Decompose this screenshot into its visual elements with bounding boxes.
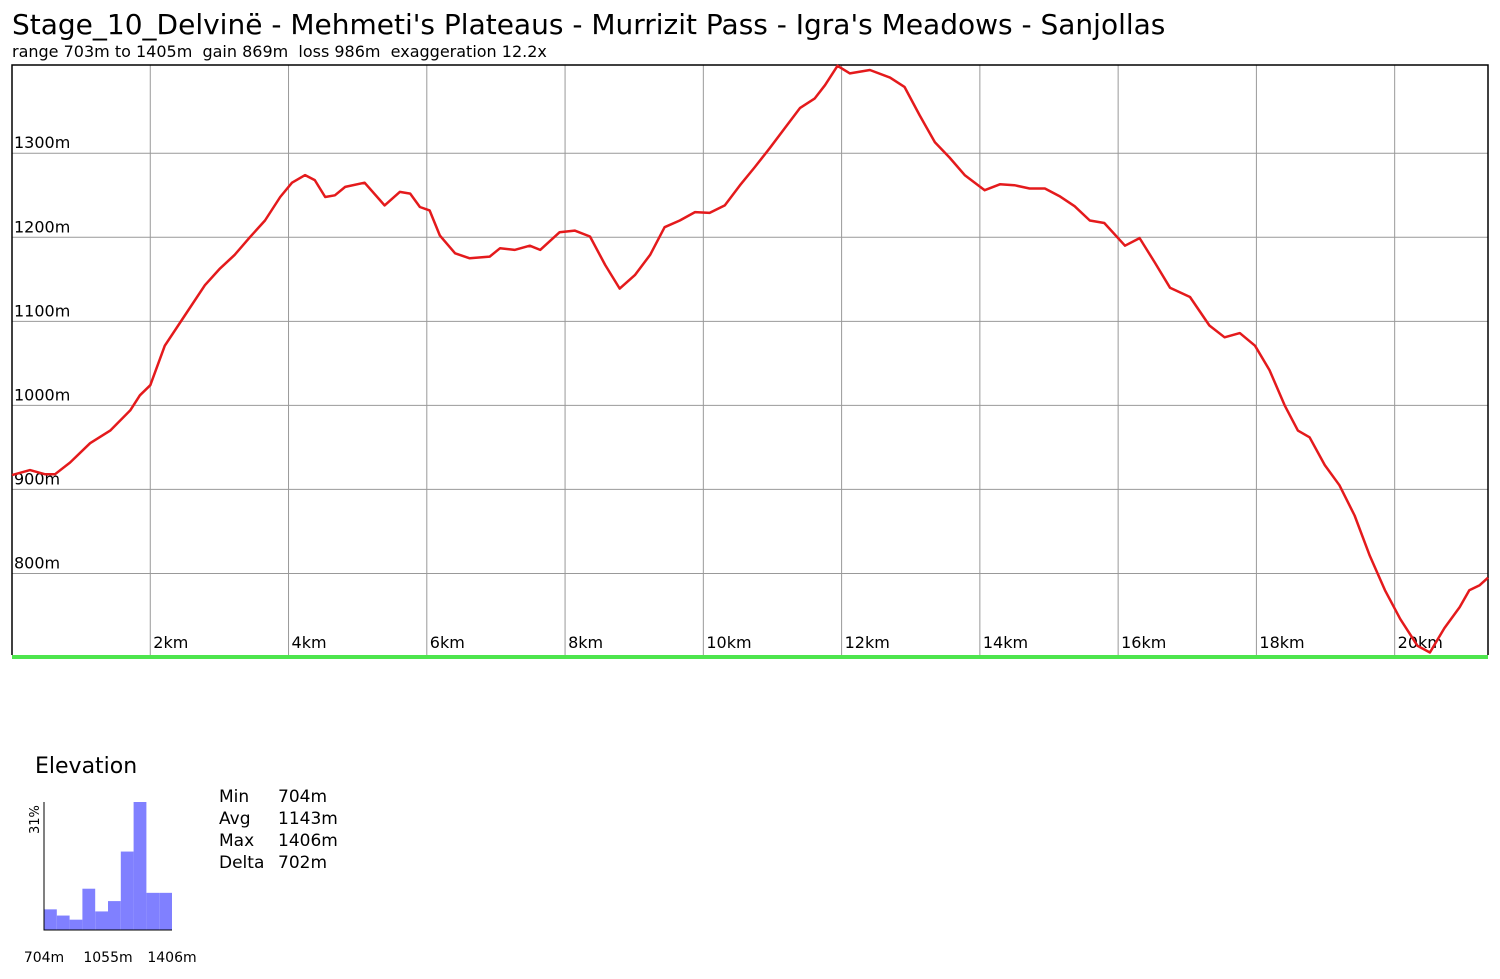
- histogram-bar: [120, 851, 134, 930]
- plot-frame: [11, 64, 1489, 655]
- x-tick-label: 6km: [430, 633, 465, 652]
- x-tick-label: 14km: [983, 633, 1028, 652]
- stat-label: Max: [219, 831, 254, 851]
- x-tick-label: 704m: [24, 950, 64, 966]
- histogram-bar: [69, 919, 83, 930]
- slope-strip: [12, 655, 1488, 659]
- histogram-bar: [108, 901, 121, 930]
- x-tick-label: 1406m: [147, 950, 196, 966]
- chart-subtitle: range 703m to 1405m gain 869m loss 986m …: [12, 42, 547, 61]
- histogram-bar: [133, 802, 147, 930]
- stat-value: 1143m: [278, 809, 338, 829]
- histogram-bar: [82, 888, 96, 930]
- y-tick-label: 31%: [28, 805, 43, 834]
- y-tick-label: 1000m: [14, 385, 70, 404]
- stat-value: 704m: [278, 787, 327, 807]
- histogram-bar: [159, 892, 172, 930]
- histogram-bar: [56, 915, 70, 930]
- x-tick-label: 18km: [1259, 633, 1304, 652]
- x-tick-label: 10km: [706, 633, 751, 652]
- x-tick-label: 2km: [153, 633, 188, 652]
- x-tick-label: 4km: [292, 633, 327, 652]
- histogram-bar: [146, 892, 160, 930]
- stat-value: 1406m: [278, 831, 338, 851]
- stat-label: Min: [219, 787, 249, 807]
- y-tick-label: 1100m: [14, 301, 70, 320]
- histogram-title: Elevation: [35, 754, 137, 779]
- elevation-line: [11, 64, 1489, 654]
- histogram-bar: [95, 911, 108, 930]
- x-tick-label: 16km: [1121, 633, 1166, 652]
- x-tick-label: 1055m: [83, 950, 132, 966]
- y-tick-label: 1300m: [14, 133, 70, 152]
- stat-value: 702m: [278, 853, 327, 873]
- histogram-bar: [44, 909, 57, 930]
- x-tick-label: 8km: [568, 633, 603, 652]
- x-tick-label: 12km: [845, 633, 890, 652]
- stat-label: Delta: [219, 853, 264, 873]
- chart-title: Stage_10_Delvinë - Mehmeti's Plateaus - …: [12, 8, 1165, 41]
- y-tick-label: 800m: [14, 553, 60, 572]
- y-tick-label: 1200m: [14, 217, 70, 236]
- stat-label: Avg: [219, 809, 251, 829]
- histogram-axes: [43, 802, 172, 931]
